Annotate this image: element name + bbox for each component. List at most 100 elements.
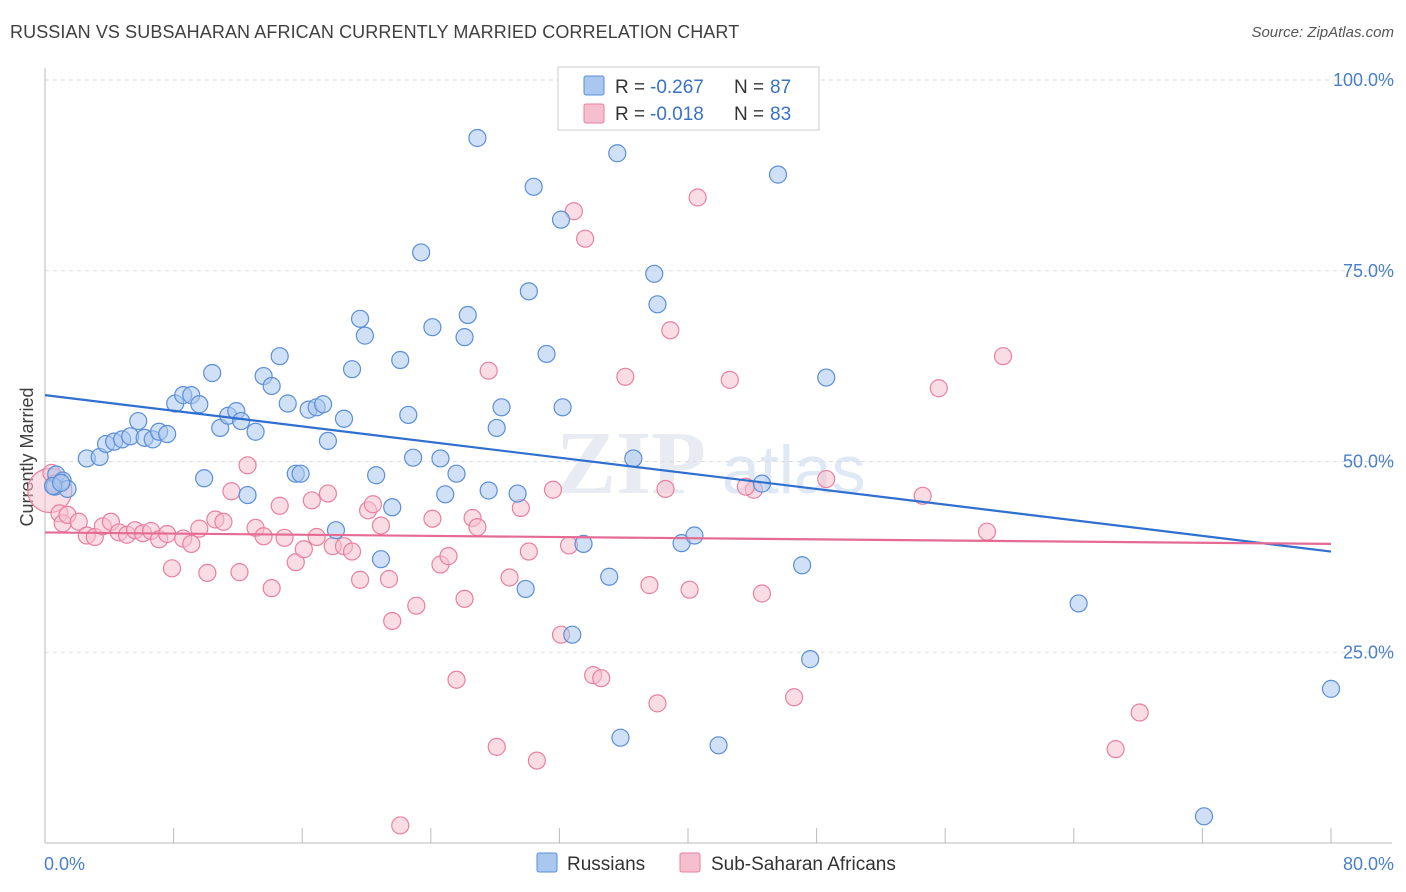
sub-point-60 xyxy=(527,751,546,770)
sub-point-42 xyxy=(363,495,383,514)
sub-point-61 xyxy=(543,480,563,499)
sub-point-23 xyxy=(214,512,233,531)
sub-point-72 xyxy=(680,580,699,599)
sub-point-51 xyxy=(447,670,466,689)
rus-point-73 xyxy=(648,295,667,314)
axes xyxy=(44,68,1392,844)
rus-point-39 xyxy=(342,360,362,379)
sub-point-65 xyxy=(576,229,595,248)
trend-line-russians xyxy=(44,394,1332,553)
bottom-legend-swatch-subsaharan xyxy=(679,852,701,873)
sub-point-50 xyxy=(439,547,458,566)
sub-point-29 xyxy=(262,579,281,598)
rus-point-54 xyxy=(458,305,477,325)
sub-point-26 xyxy=(238,456,257,475)
sub-point-79 xyxy=(913,486,932,505)
rus-point-50 xyxy=(431,449,450,468)
chart-title: RUSSIAN VS SUBSAHARAN AFRICAN CURRENTLY … xyxy=(10,22,740,42)
rus-point-69 xyxy=(608,144,627,163)
y-tick-label-3: 100.0% xyxy=(1333,70,1394,90)
legend-swatch-subsaharan xyxy=(583,103,605,124)
sub-point-52 xyxy=(455,589,474,608)
sub-point-68 xyxy=(616,367,635,386)
sub-point-24 xyxy=(222,482,241,501)
rus-point-29 xyxy=(270,347,289,366)
sub-point-25 xyxy=(230,563,249,582)
rus-point-60 xyxy=(516,579,535,599)
sub-point-80 xyxy=(929,379,948,398)
rus-point-40 xyxy=(350,309,370,328)
rus-point-78 xyxy=(768,165,788,184)
legend-r-value-russians: -0.267 xyxy=(650,77,704,98)
sub-point-69 xyxy=(640,576,659,595)
bottom-legend-swatch-russians xyxy=(536,852,558,873)
rus-point-36 xyxy=(318,431,338,450)
rus-point-26 xyxy=(246,422,265,441)
sub-point-59 xyxy=(519,542,538,561)
sub-point-71 xyxy=(656,479,675,499)
legend-r-value-subsaharan: -0.018 xyxy=(650,104,704,125)
rus-point-18 xyxy=(190,395,209,414)
sub-point-67 xyxy=(592,669,611,688)
rus-point-25 xyxy=(238,485,257,505)
rus-point-64 xyxy=(551,210,571,229)
sub-point-28 xyxy=(254,527,273,546)
rus-point-49 xyxy=(423,318,442,337)
rus-point-53 xyxy=(455,328,474,347)
sub-point-44 xyxy=(379,569,399,589)
rus-point-44 xyxy=(383,498,402,517)
rus-point-76 xyxy=(709,736,728,755)
rus-point-81 xyxy=(817,368,836,387)
legend-n-label-subsaharan: N = xyxy=(734,104,764,125)
rus-point-46 xyxy=(399,405,418,425)
rus-point-28 xyxy=(262,376,281,396)
rus-point-42 xyxy=(367,466,386,485)
rus-point-63 xyxy=(537,344,556,364)
sub-point-45 xyxy=(383,611,402,631)
rus-point-41 xyxy=(355,326,374,345)
sub-point-77 xyxy=(784,688,804,707)
sub-point-19 xyxy=(182,534,201,554)
rus-point-52 xyxy=(447,464,466,483)
stats-legend: R = -0.267 N = 87 R = -0.018 N = 83 xyxy=(557,66,820,131)
sub-point-76 xyxy=(752,584,772,603)
sub-point-78 xyxy=(817,469,836,489)
rus-point-86 xyxy=(51,473,71,492)
sub-point-73 xyxy=(688,188,707,207)
sub-point-46 xyxy=(391,816,410,835)
series-subsaharan-points xyxy=(27,188,1149,835)
sub-point-84 xyxy=(1130,703,1149,722)
rus-point-10 xyxy=(129,411,148,431)
rus-point-48 xyxy=(412,243,431,262)
rus-point-30 xyxy=(278,394,297,413)
sub-point-54 xyxy=(468,518,487,537)
rus-point-58 xyxy=(492,398,511,417)
sub-point-56 xyxy=(487,737,506,756)
y-tick-label-0: 25.0% xyxy=(1343,642,1394,662)
bottom-legend-subsaharan: Sub-Saharan Africans xyxy=(711,854,896,875)
sub-point-82 xyxy=(993,347,1013,366)
y-tick-label-2: 75.0% xyxy=(1343,261,1394,281)
rus-point-68 xyxy=(600,567,619,586)
rus-point-38 xyxy=(334,409,354,428)
rus-point-57 xyxy=(487,418,506,438)
rus-point-32 xyxy=(291,464,310,483)
sub-point-32 xyxy=(286,553,305,572)
rus-point-84 xyxy=(1321,679,1341,698)
rus-point-61 xyxy=(519,282,538,301)
sub-point-74 xyxy=(720,370,739,389)
legend-n-label-russians: N = xyxy=(734,77,764,98)
sub-point-57 xyxy=(500,568,519,587)
sub-point-17 xyxy=(162,559,182,578)
sub-point-5 xyxy=(69,512,88,531)
sub-point-47 xyxy=(407,596,426,615)
sub-point-40 xyxy=(350,570,370,589)
rus-point-70 xyxy=(611,728,630,747)
rus-point-71 xyxy=(624,449,643,468)
sub-point-36 xyxy=(318,484,338,503)
rus-point-65 xyxy=(553,398,572,417)
sub-point-30 xyxy=(270,496,289,515)
rus-point-20 xyxy=(203,363,222,383)
trend-line-subsaharan xyxy=(44,531,1332,546)
rus-point-62 xyxy=(524,177,543,196)
